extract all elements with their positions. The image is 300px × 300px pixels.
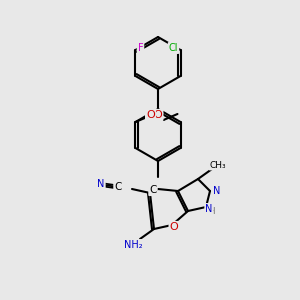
Text: C: C <box>114 182 122 192</box>
Text: F: F <box>138 43 143 53</box>
Text: N: N <box>213 186 221 196</box>
Text: O: O <box>154 110 162 120</box>
Text: N: N <box>97 179 105 189</box>
Text: CH₃: CH₃ <box>210 160 226 169</box>
Text: O: O <box>169 222 178 232</box>
Text: Cl: Cl <box>169 43 178 53</box>
Text: H: H <box>208 206 214 215</box>
Text: O: O <box>146 110 155 120</box>
Text: N: N <box>205 204 213 214</box>
Text: NH₂: NH₂ <box>124 240 142 250</box>
Text: C: C <box>149 185 157 195</box>
